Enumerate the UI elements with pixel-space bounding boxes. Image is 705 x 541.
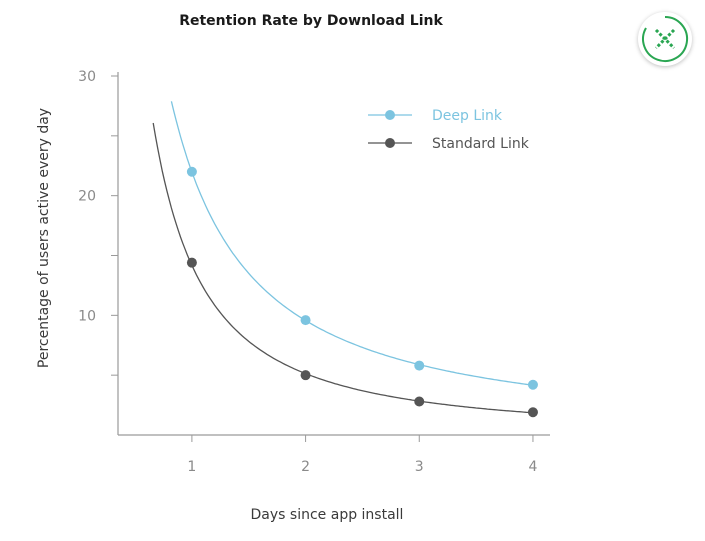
curve-standard-link <box>152 122 533 414</box>
deep-link-point <box>300 315 311 326</box>
chart-title: Retention Rate by Download Link <box>179 13 443 29</box>
standard-link-point <box>186 257 197 268</box>
y-axis-label: Percentage of users active every day <box>36 108 52 368</box>
legend-marker <box>385 138 395 148</box>
deep-link-point <box>186 166 197 177</box>
standard-link-point <box>527 407 538 418</box>
x-tick-label: 1 <box>187 459 196 475</box>
close-button[interactable] <box>638 12 692 66</box>
y-tick-label: 10 <box>78 308 96 324</box>
legend-label: Standard Link <box>432 136 530 152</box>
legend: Deep Link Standard Link <box>368 108 530 152</box>
deep-link-point <box>414 360 425 371</box>
x-tick-label: 2 <box>301 459 310 475</box>
y-tick-label: 20 <box>78 189 96 205</box>
fitted-curves <box>152 101 533 414</box>
legend-marker <box>385 110 395 120</box>
legend-label: Deep Link <box>432 108 503 124</box>
axes: 10 20 30 1 2 3 4 <box>78 69 550 475</box>
x-axis-label: Days since app install <box>251 507 404 523</box>
x-tick-label: 3 <box>415 459 424 475</box>
deep-link-point <box>527 379 538 390</box>
y-tick-label: 30 <box>78 69 96 85</box>
standard-link-point <box>414 396 425 407</box>
x-tick-label: 4 <box>528 459 537 475</box>
data-points <box>186 166 538 418</box>
close-icon <box>642 16 689 62</box>
standard-link-point <box>300 370 311 381</box>
curve-deep-link <box>170 101 533 386</box>
